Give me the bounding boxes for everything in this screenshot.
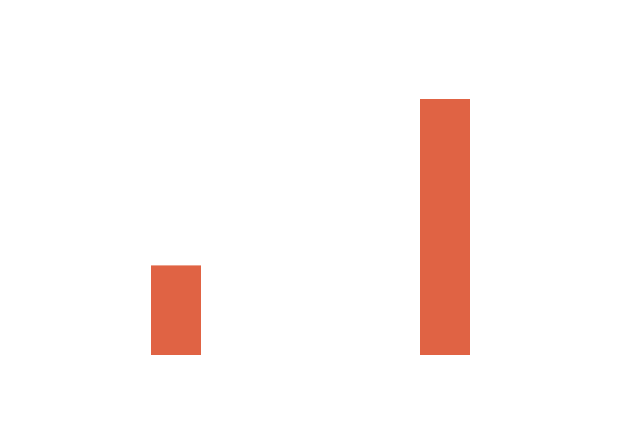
- bar: [151, 265, 201, 355]
- bar: [420, 99, 470, 355]
